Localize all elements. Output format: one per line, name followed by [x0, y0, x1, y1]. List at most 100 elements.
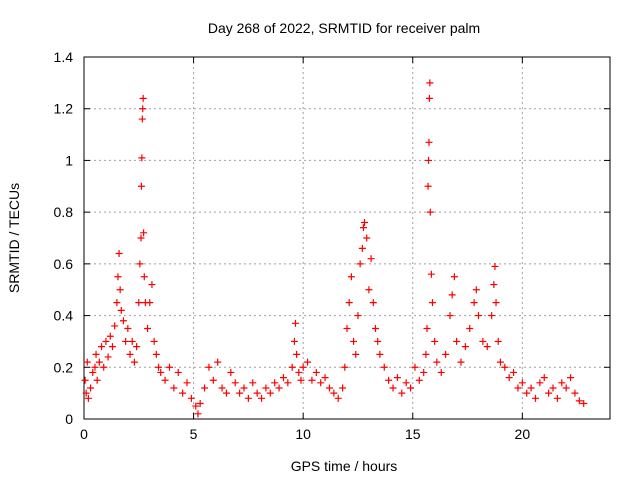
x-axis-label: GPS time / hours — [291, 458, 398, 474]
data-point — [514, 384, 522, 392]
y-tick-label: 1.4 — [54, 49, 74, 65]
data-point — [448, 291, 456, 299]
data-point — [376, 350, 384, 358]
data-point — [423, 325, 431, 332]
y-tick-label: 0 — [65, 411, 73, 427]
data-point — [385, 376, 393, 384]
x-tick-label: 10 — [295, 426, 311, 442]
data-point — [367, 255, 375, 263]
data-point — [466, 325, 474, 332]
data-point — [87, 384, 95, 392]
data-point — [352, 350, 360, 358]
data-point — [102, 337, 110, 345]
data-point — [117, 306, 125, 314]
data-point — [144, 325, 152, 332]
data-point — [136, 260, 144, 268]
data-point — [523, 389, 531, 397]
data-point — [299, 363, 307, 371]
y-tick-label: 0.4 — [54, 308, 74, 324]
data-point — [446, 312, 454, 320]
data-point — [425, 94, 433, 102]
data-point — [424, 182, 432, 190]
data-point — [201, 384, 209, 392]
data-point — [266, 389, 274, 397]
data-point — [91, 363, 99, 371]
data-point — [253, 389, 261, 397]
data-markers — [81, 79, 588, 418]
data-point — [330, 389, 338, 397]
data-point — [374, 337, 382, 345]
y-tick-label: 1.2 — [54, 101, 74, 117]
data-point — [174, 368, 182, 376]
data-point — [358, 244, 366, 252]
data-point — [155, 363, 163, 371]
data-point — [490, 281, 498, 289]
data-point — [130, 358, 138, 366]
data-point — [402, 379, 410, 387]
data-point — [415, 376, 423, 384]
data-point — [433, 358, 441, 366]
data-point — [152, 350, 160, 358]
data-point — [179, 389, 187, 397]
data-point — [279, 374, 287, 382]
data-point — [369, 299, 377, 307]
data-point — [411, 363, 419, 371]
data-point — [83, 358, 91, 366]
data-point — [218, 384, 226, 392]
y-axis-label: SRMTID / TECUs — [6, 183, 22, 293]
data-point — [249, 379, 257, 387]
data-point — [562, 384, 570, 392]
data-point — [536, 379, 544, 387]
data-point — [98, 343, 106, 351]
data-point — [426, 208, 434, 216]
data-point — [371, 325, 379, 332]
data-point — [192, 402, 200, 410]
y-tick-label: 0.6 — [54, 256, 74, 272]
data-point — [483, 343, 491, 351]
data-point — [531, 394, 539, 402]
y-tick-label: 1 — [65, 152, 73, 168]
data-point — [457, 358, 465, 366]
data-point — [475, 312, 482, 320]
data-point — [139, 94, 147, 102]
data-point — [291, 319, 299, 327]
data-point — [146, 299, 154, 307]
data-point — [293, 350, 301, 358]
data-point — [183, 379, 191, 387]
data-point — [258, 394, 266, 402]
data-point — [133, 343, 141, 351]
data-point — [100, 363, 108, 371]
data-point — [540, 374, 548, 382]
data-point — [140, 273, 148, 281]
data-point — [350, 337, 358, 345]
data-point — [104, 353, 112, 361]
data-point — [119, 317, 127, 325]
data-point — [157, 368, 165, 376]
data-point — [126, 350, 134, 358]
grid-lines — [84, 57, 610, 419]
data-point — [453, 337, 461, 345]
data-point — [205, 363, 213, 371]
data-point — [138, 154, 146, 162]
data-point — [325, 384, 333, 392]
data-point — [124, 325, 132, 332]
data-point — [240, 384, 248, 392]
data-point — [426, 79, 434, 87]
data-point — [137, 182, 145, 190]
data-point — [343, 325, 351, 332]
x-tick-label: 0 — [80, 426, 88, 442]
data-point — [122, 337, 130, 345]
data-point — [549, 384, 557, 392]
data-point — [472, 286, 480, 294]
data-point — [222, 389, 230, 397]
x-tick-label: 15 — [405, 426, 421, 442]
data-point — [347, 273, 355, 281]
y-tick-label: 0.2 — [54, 359, 74, 375]
data-point — [442, 350, 450, 358]
data-point — [92, 350, 100, 358]
data-point — [427, 270, 435, 278]
data-point — [295, 368, 303, 376]
data-point — [356, 260, 364, 268]
data-point — [262, 384, 270, 392]
data-point — [380, 363, 388, 371]
